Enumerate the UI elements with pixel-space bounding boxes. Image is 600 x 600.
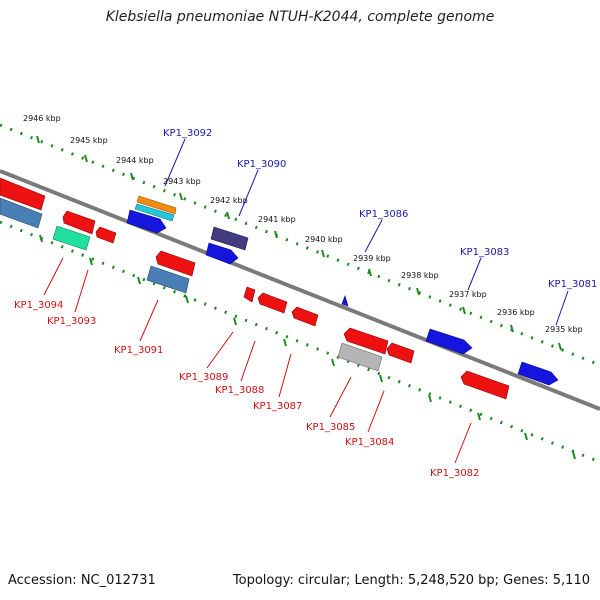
gene-kp1-3085-red[interactable] <box>343 327 389 355</box>
gene-label-forward: KP1_3090 <box>237 159 286 170</box>
gene-label-reverse: KP1_3085 <box>306 422 355 433</box>
gene-label-forward: KP1_3083 <box>460 247 509 258</box>
gene-label-reverse: KP1_3082 <box>430 468 479 479</box>
gene-label-forward: KP1_3086 <box>359 209 408 220</box>
kbp-label: 2940 kbp <box>305 235 343 244</box>
gene-small-blue[interactable] <box>341 295 349 307</box>
gene-kp1-3081[interactable] <box>517 361 559 386</box>
gene-label-forward: KP1_3081 <box>548 279 597 290</box>
kbp-label: 2945 kbp <box>70 136 108 145</box>
reverse-leaders <box>43 257 472 464</box>
outer-tick-track <box>0 123 600 367</box>
gene-label-reverse: KP1_3091 <box>114 345 163 356</box>
genome-title: Klebsiella pneumoniae NTUH-K2044, comple… <box>105 9 495 25</box>
gene-kp1-3094[interactable] <box>0 177 46 211</box>
gene-steel-left[interactable] <box>0 197 43 229</box>
kbp-label: 2941 kbp <box>258 215 296 224</box>
kbp-label: 2937 kbp <box>449 290 487 299</box>
kbp-label: 2935 kbp <box>545 325 583 334</box>
kbp-label: 2942 kbp <box>210 196 248 205</box>
gene-kp1-3092-cyan[interactable] <box>134 203 175 222</box>
gene-kp1-3089[interactable] <box>243 286 256 303</box>
gene-red-small[interactable] <box>95 226 117 244</box>
gene-label-reverse: KP1_3093 <box>47 316 96 327</box>
gene-kp1-3083[interactable] <box>425 328 473 355</box>
gene-kp1-3092-orange[interactable] <box>136 195 177 215</box>
gene-label-reverse: KP1_3094 <box>14 300 63 311</box>
reverse-genes <box>0 197 510 400</box>
gene-kp1-3091-steel[interactable] <box>146 265 190 294</box>
gene-label-reverse: KP1_3088 <box>215 385 264 396</box>
gene-blue-arrow[interactable] <box>126 209 167 234</box>
gene-kp1-3093[interactable] <box>62 210 96 235</box>
gene-kp1-3084[interactable] <box>386 342 415 364</box>
gene-label-reverse: KP1_3089 <box>179 372 228 383</box>
forward-leaders <box>164 138 569 326</box>
gene-label-forward: KP1_3092 <box>163 128 212 139</box>
gene-kp1-3085-grey[interactable] <box>337 342 383 372</box>
gene-kp1-3082[interactable] <box>460 370 510 400</box>
genome-summary-text: Topology: circular; Length: 5,248,520 bp… <box>232 573 590 588</box>
kbp-label: 2944 kbp <box>116 156 154 165</box>
kbp-label: 2939 kbp <box>353 254 391 263</box>
gene-label-reverse: KP1_3087 <box>253 401 302 412</box>
gene-kp1-3091[interactable] <box>155 250 196 277</box>
gene-kp1-3090[interactable] <box>210 226 249 251</box>
gene-kp1-3087[interactable] <box>291 306 319 327</box>
gene-blue-arrow[interactable] <box>205 242 239 265</box>
accession-text: Accession: NC_012731 <box>8 573 156 588</box>
major-ticks <box>36 135 576 460</box>
kbp-label: 2936 kbp <box>497 308 535 317</box>
gene-label-reverse: KP1_3084 <box>345 437 394 448</box>
genome-backbone <box>0 169 600 411</box>
kbp-label: 2943 kbp <box>163 177 201 186</box>
kbp-label: 2938 kbp <box>401 271 439 280</box>
kbp-label: 2946 kbp <box>23 114 61 123</box>
gene-kp1-3093-teal[interactable] <box>52 225 91 251</box>
gene-kp1-3088[interactable] <box>257 292 288 314</box>
forward-genes <box>0 177 559 386</box>
